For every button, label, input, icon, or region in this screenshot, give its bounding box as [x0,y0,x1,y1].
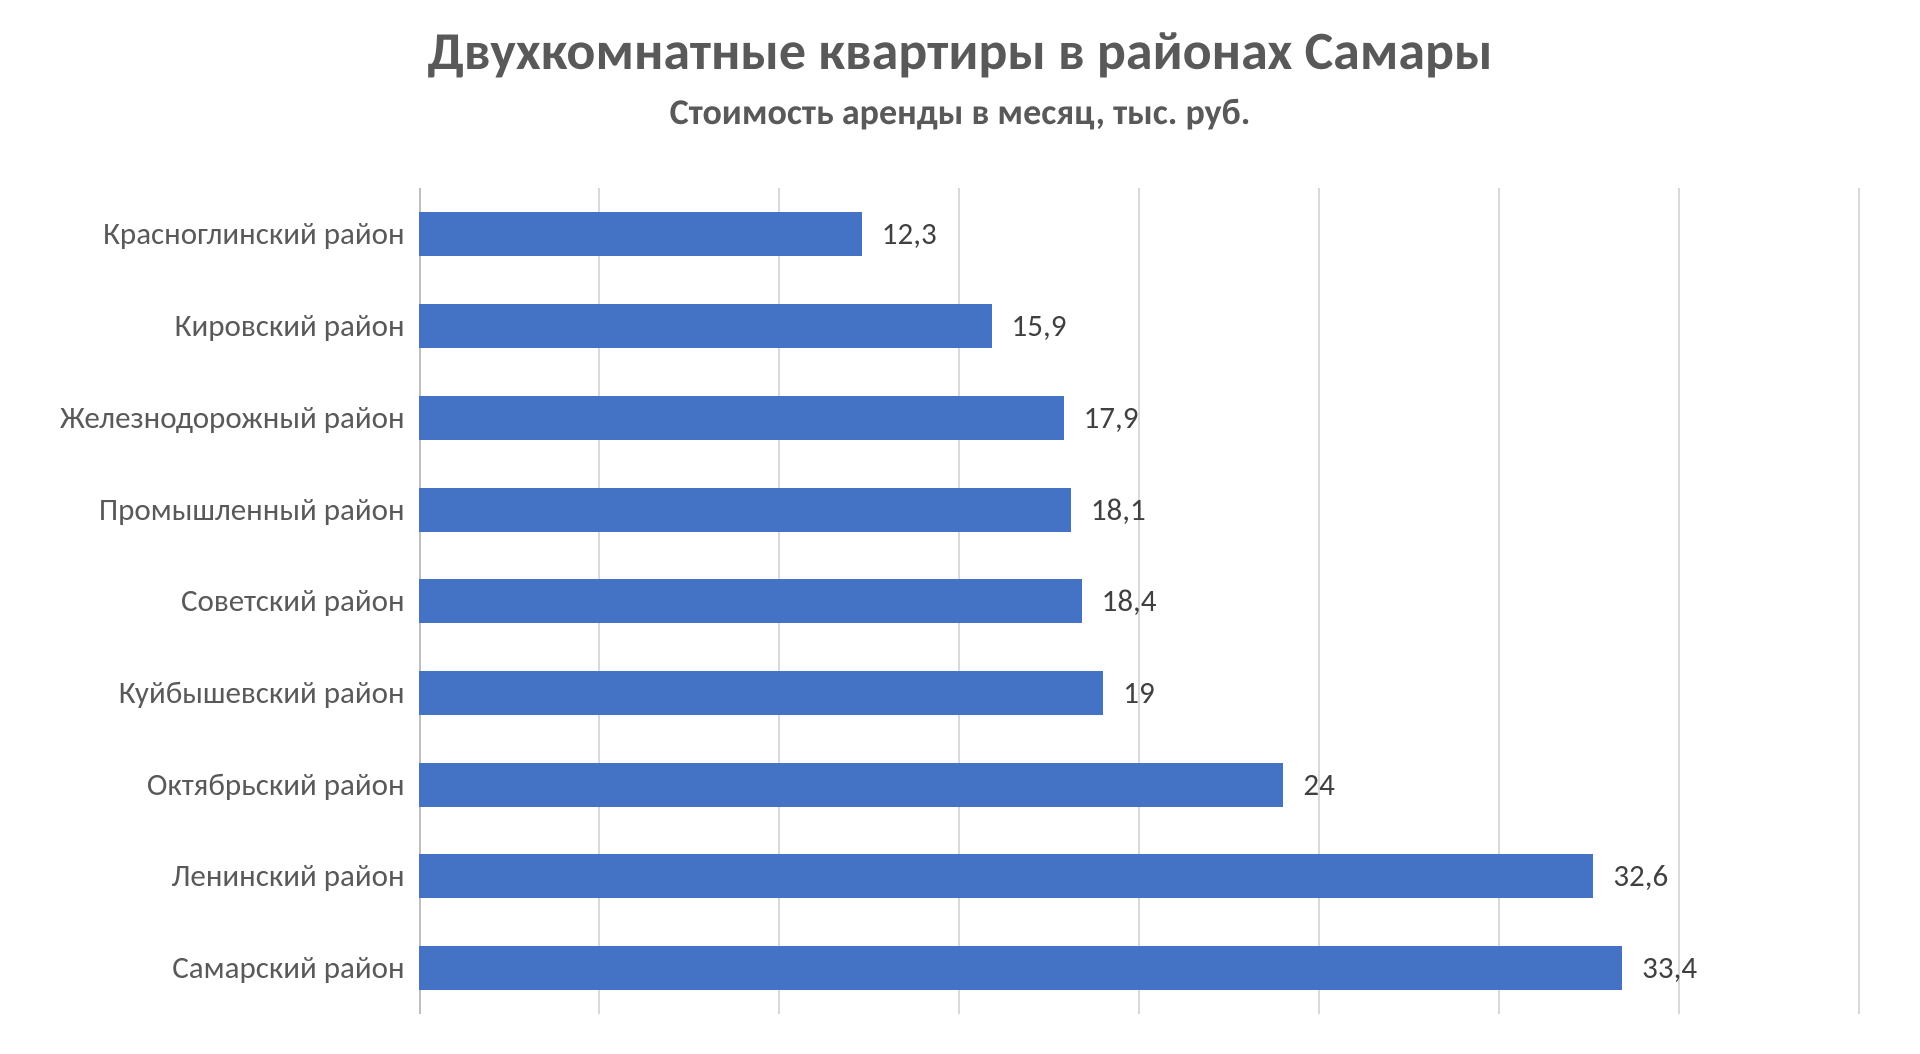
y-label: Красноглинский район [60,215,405,253]
bar-row: 18,4 [419,579,1860,623]
chart-subtitle: Стоимость аренды в месяц, тыс. руб. [60,92,1860,133]
value-label: 32,6 [1613,857,1668,895]
bar-row: 17,9 [419,396,1860,440]
value-label: 19 [1123,674,1154,712]
value-label: 18,1 [1091,491,1146,529]
plot-row: Красноглинский район Кировский район Жел… [60,188,1860,1014]
bar-row: 32,6 [419,854,1860,898]
bar-row: 12,3 [419,212,1860,256]
y-label: Октябрьский район [60,766,405,804]
bars-layer: 12,3 15,9 17,9 18,1 18,4 [419,188,1860,1014]
value-label: 18,4 [1102,582,1157,620]
y-axis-labels: Красноглинский район Кировский район Жел… [60,188,419,1014]
bar [419,488,1071,532]
value-label: 33,4 [1642,949,1697,987]
y-label: Ленинский район [60,857,405,895]
bar [419,671,1104,715]
y-label: Кировский район [60,307,405,345]
bar [419,212,862,256]
bar-row: 18,1 [419,488,1860,532]
bar-row: 33,4 [419,946,1860,990]
bar [419,946,1623,990]
bar-row: 19 [419,671,1860,715]
y-label: Промышленный район [60,491,405,529]
value-label: 12,3 [882,215,937,253]
bar [419,396,1064,440]
chart-title: Двухкомнатные квартиры в районах Самары [60,20,1860,82]
y-label: Железнодорожный район [60,399,405,437]
y-label: Куйбышевский район [60,674,405,712]
chart-container: Двухкомнатные квартиры в районах Самары … [0,0,1920,1054]
bar [419,763,1284,807]
y-label: Советский район [60,582,405,620]
value-label: 24 [1303,766,1334,804]
bar [419,854,1594,898]
bar [419,304,992,348]
bar-row: 24 [419,763,1860,807]
bar [419,579,1082,623]
bar-row: 15,9 [419,304,1860,348]
value-label: 17,9 [1084,399,1139,437]
plot-area: 12,3 15,9 17,9 18,1 18,4 [419,188,1860,1014]
y-label: Самарский район [60,949,405,987]
value-label: 15,9 [1012,307,1067,345]
